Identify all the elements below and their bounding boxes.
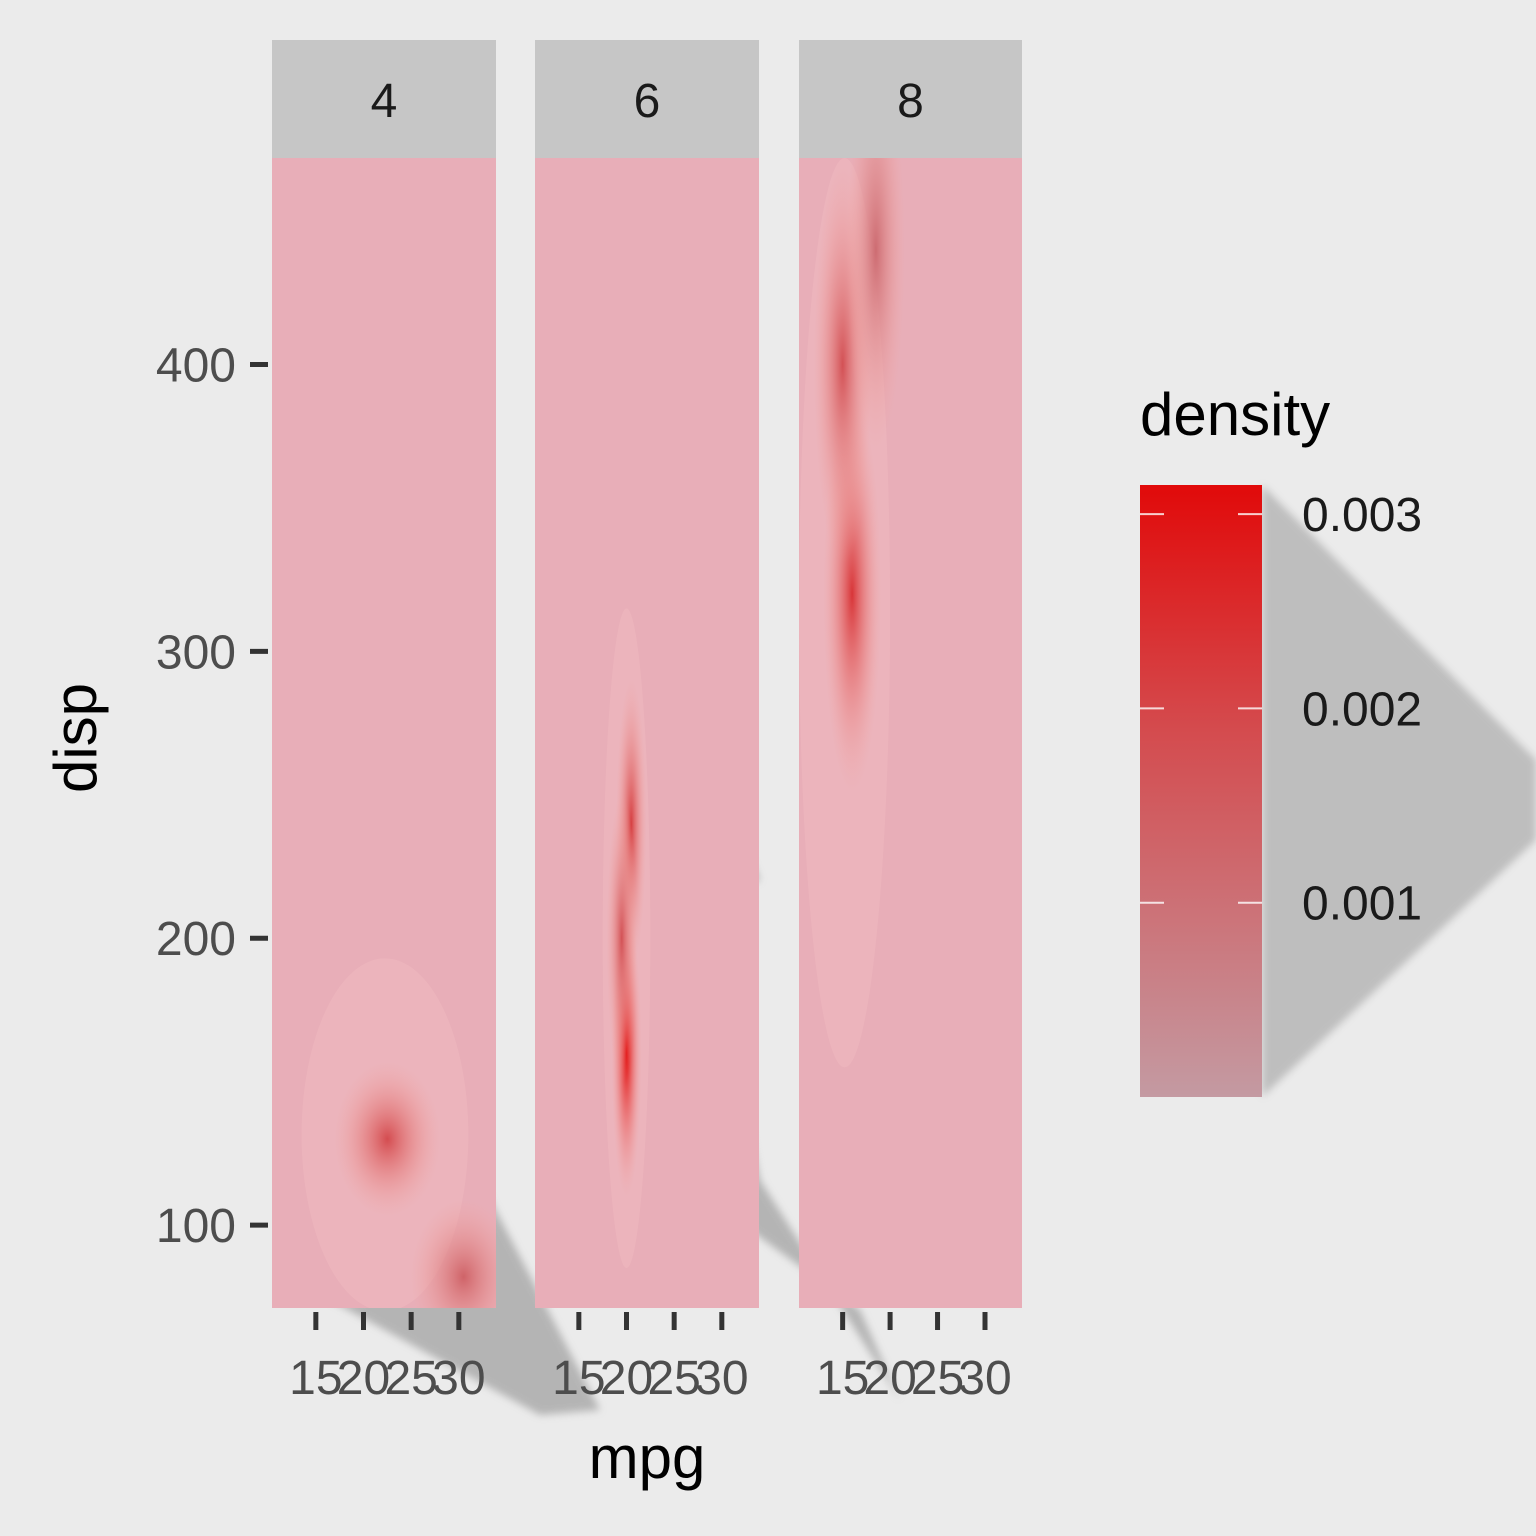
- x-tick-label: 20: [863, 1352, 916, 1405]
- y-tick-label: 100: [156, 1200, 236, 1253]
- x-axis-title: mpg: [589, 1424, 706, 1491]
- density-peak: [333, 1061, 441, 1217]
- x-tick-label: 30: [432, 1352, 485, 1405]
- x-tick-label: 20: [337, 1352, 390, 1405]
- facet-strip-label: 4: [371, 75, 398, 128]
- y-axis-title: disp: [42, 683, 109, 793]
- density-peak: [410, 1199, 496, 1308]
- legend-shadow: [1262, 485, 1536, 1097]
- facet-panels: 4 6 8: [272, 40, 1022, 1308]
- x-tick-label: 25: [384, 1352, 437, 1405]
- facet-strip-4: [272, 40, 496, 158]
- x-tick-label: 15: [289, 1352, 342, 1405]
- facet-strip-6: [535, 40, 759, 158]
- facet-strip-label: 8: [897, 75, 924, 128]
- y-tick-label: 400: [156, 340, 236, 393]
- legend-colorbar: [1140, 485, 1262, 1097]
- facet-strip-label: 6: [634, 75, 661, 128]
- x-tick-label: 30: [958, 1352, 1011, 1405]
- y-tick-label: 300: [156, 626, 236, 679]
- facet-panel-8: 8: [799, 40, 1022, 1308]
- facet-strip-8: [799, 40, 1022, 158]
- density-layer: [799, 158, 906, 1068]
- density-layer: [301, 958, 496, 1308]
- legend: density 0.003 0.002 0.001: [1140, 381, 1536, 1097]
- legend-break-label: 0.001: [1302, 878, 1422, 931]
- x-tick-label: 15: [552, 1352, 605, 1405]
- density-peak: [606, 793, 637, 1084]
- density-layer: [602, 608, 651, 1269]
- x-tick-label: 30: [695, 1352, 748, 1405]
- x-tick-label: 25: [911, 1352, 964, 1405]
- x-tick-label: 25: [647, 1352, 700, 1405]
- legend-title: density: [1140, 381, 1330, 448]
- density-peak: [846, 158, 906, 450]
- facet-panel-6: 6: [535, 40, 759, 1308]
- x-tick-label: 20: [600, 1352, 653, 1405]
- legend-break-label: 0.002: [1302, 683, 1422, 736]
- facet-panel-4: 4: [272, 40, 496, 1308]
- x-tick-label: 15: [816, 1352, 869, 1405]
- legend-break-label: 0.003: [1302, 489, 1422, 542]
- y-tick-label: 200: [156, 913, 236, 966]
- panel-background: [535, 158, 759, 1308]
